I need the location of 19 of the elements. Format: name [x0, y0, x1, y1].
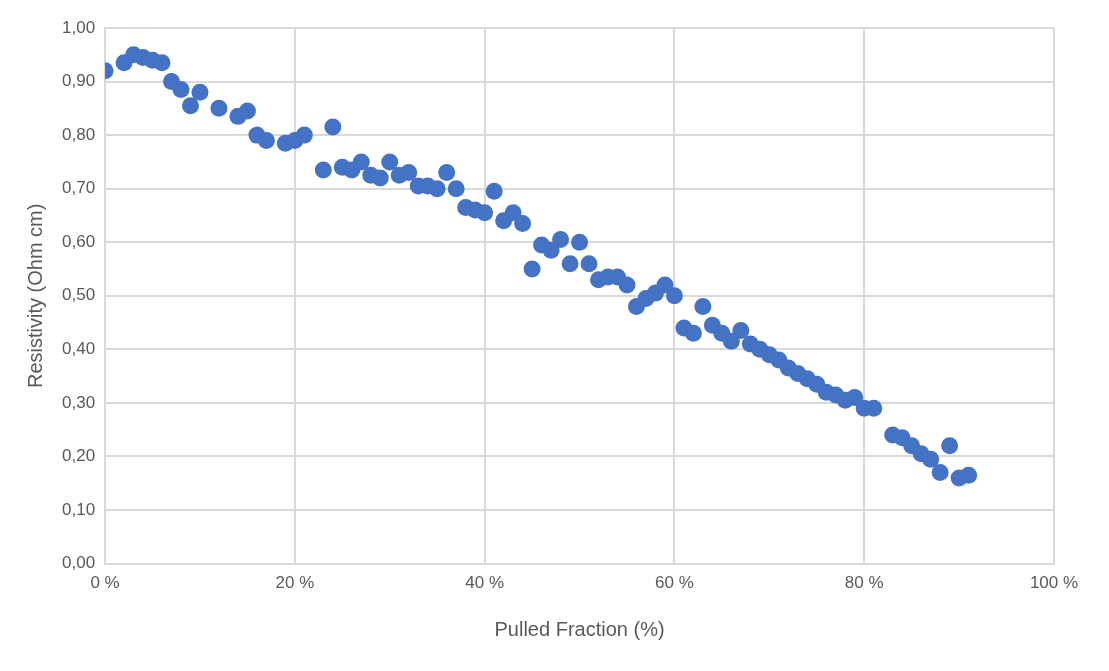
y-tick-label: 0,70 — [61, 178, 96, 198]
y-tick-label: 0,00 — [61, 553, 96, 573]
x-tick-label: 60 % — [655, 573, 694, 593]
y-tick-label: 0,20 — [61, 446, 96, 466]
y-tick-label: 0,30 — [61, 392, 96, 412]
y-tick-label: 0,80 — [61, 124, 96, 144]
y-tick-label: 0,60 — [61, 231, 96, 251]
x-tick-label: 100 % — [1029, 573, 1079, 593]
x-tick-label: 0 % — [90, 573, 120, 593]
x-axis-title: Pulled Fraction (%) — [494, 617, 665, 640]
x-tick-label: 20 % — [275, 573, 315, 593]
y-tick-label: 0,40 — [61, 339, 96, 359]
y-tick-label: 0,90 — [61, 71, 96, 91]
x-tick-label: 40 % — [465, 573, 505, 593]
x-tick-label: 80 % — [844, 573, 884, 593]
y-tick-label: 0,50 — [61, 285, 96, 305]
y-tick-label: 0,10 — [61, 499, 96, 519]
y-tick-label: 1,00 — [61, 17, 96, 37]
y-axis-title: Resistivity (Ohm cm) — [23, 203, 46, 389]
